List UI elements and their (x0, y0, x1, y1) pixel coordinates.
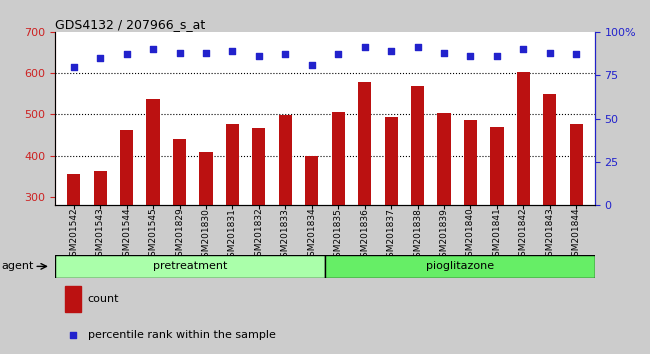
Text: pioglitazone: pioglitazone (426, 261, 494, 272)
Bar (543, 94, 556, 321)
Point (95, 55, 105, 61)
Text: GSM201839: GSM201839 (439, 208, 448, 263)
Point (307, 62, 317, 68)
Point (359, 45, 370, 50)
Bar (464, 120, 477, 321)
Text: GSM201831: GSM201831 (228, 208, 237, 263)
Bar (67, 175, 81, 321)
Bar (200, 153, 213, 321)
Point (571, 52, 582, 57)
Point (174, 50, 185, 56)
Bar (146, 99, 160, 321)
Bar (332, 113, 345, 321)
Point (412, 45, 423, 50)
Bar (120, 130, 133, 321)
Text: GSM201844: GSM201844 (572, 208, 580, 262)
Point (333, 52, 343, 57)
Bar (226, 124, 239, 321)
Text: GSM201832: GSM201832 (254, 208, 263, 262)
Text: GSM201829: GSM201829 (175, 208, 184, 262)
Bar (55, 255, 325, 278)
Text: GSM201830: GSM201830 (202, 208, 211, 263)
Bar (305, 156, 318, 321)
Point (439, 50, 449, 56)
Bar (569, 124, 583, 321)
Text: GSM201836: GSM201836 (360, 208, 369, 263)
Text: GSM201545: GSM201545 (149, 208, 157, 262)
Text: GSM201833: GSM201833 (281, 208, 290, 263)
Bar (411, 86, 424, 321)
Text: GSM201542: GSM201542 (70, 208, 78, 262)
Text: GSM201834: GSM201834 (307, 208, 317, 262)
Text: GDS4132 / 207966_s_at: GDS4132 / 207966_s_at (55, 18, 205, 31)
Point (386, 48, 396, 54)
Point (122, 52, 132, 57)
Point (148, 46, 159, 52)
Bar (65, 285, 81, 312)
Bar (490, 127, 504, 321)
Text: agent: agent (1, 261, 34, 272)
Text: GSM201841: GSM201841 (493, 208, 501, 262)
Text: GSM201842: GSM201842 (519, 208, 528, 262)
Text: percentile rank within the sample: percentile rank within the sample (88, 330, 276, 340)
Point (227, 48, 238, 54)
Text: GSM201835: GSM201835 (333, 208, 343, 263)
Bar (385, 116, 398, 321)
Point (254, 53, 264, 59)
Bar (173, 139, 186, 321)
Text: GSM201837: GSM201837 (387, 208, 396, 263)
Point (465, 53, 476, 59)
Bar (517, 72, 530, 321)
Bar (94, 171, 107, 321)
Text: GSM201840: GSM201840 (466, 208, 475, 262)
Bar (358, 82, 371, 321)
Point (280, 52, 291, 57)
Bar (437, 113, 450, 321)
Text: GSM201843: GSM201843 (545, 208, 554, 262)
Text: GSM201543: GSM201543 (96, 208, 105, 262)
Point (68, 64, 79, 69)
Bar (252, 128, 265, 321)
Text: count: count (88, 294, 119, 304)
Point (491, 53, 502, 59)
Point (545, 50, 555, 56)
Point (518, 46, 528, 52)
Text: GSM201838: GSM201838 (413, 208, 422, 263)
Bar (325, 255, 595, 278)
Text: pretreatment: pretreatment (153, 261, 228, 272)
Text: GSM201544: GSM201544 (122, 208, 131, 262)
Bar (279, 115, 292, 321)
Point (201, 50, 211, 56)
